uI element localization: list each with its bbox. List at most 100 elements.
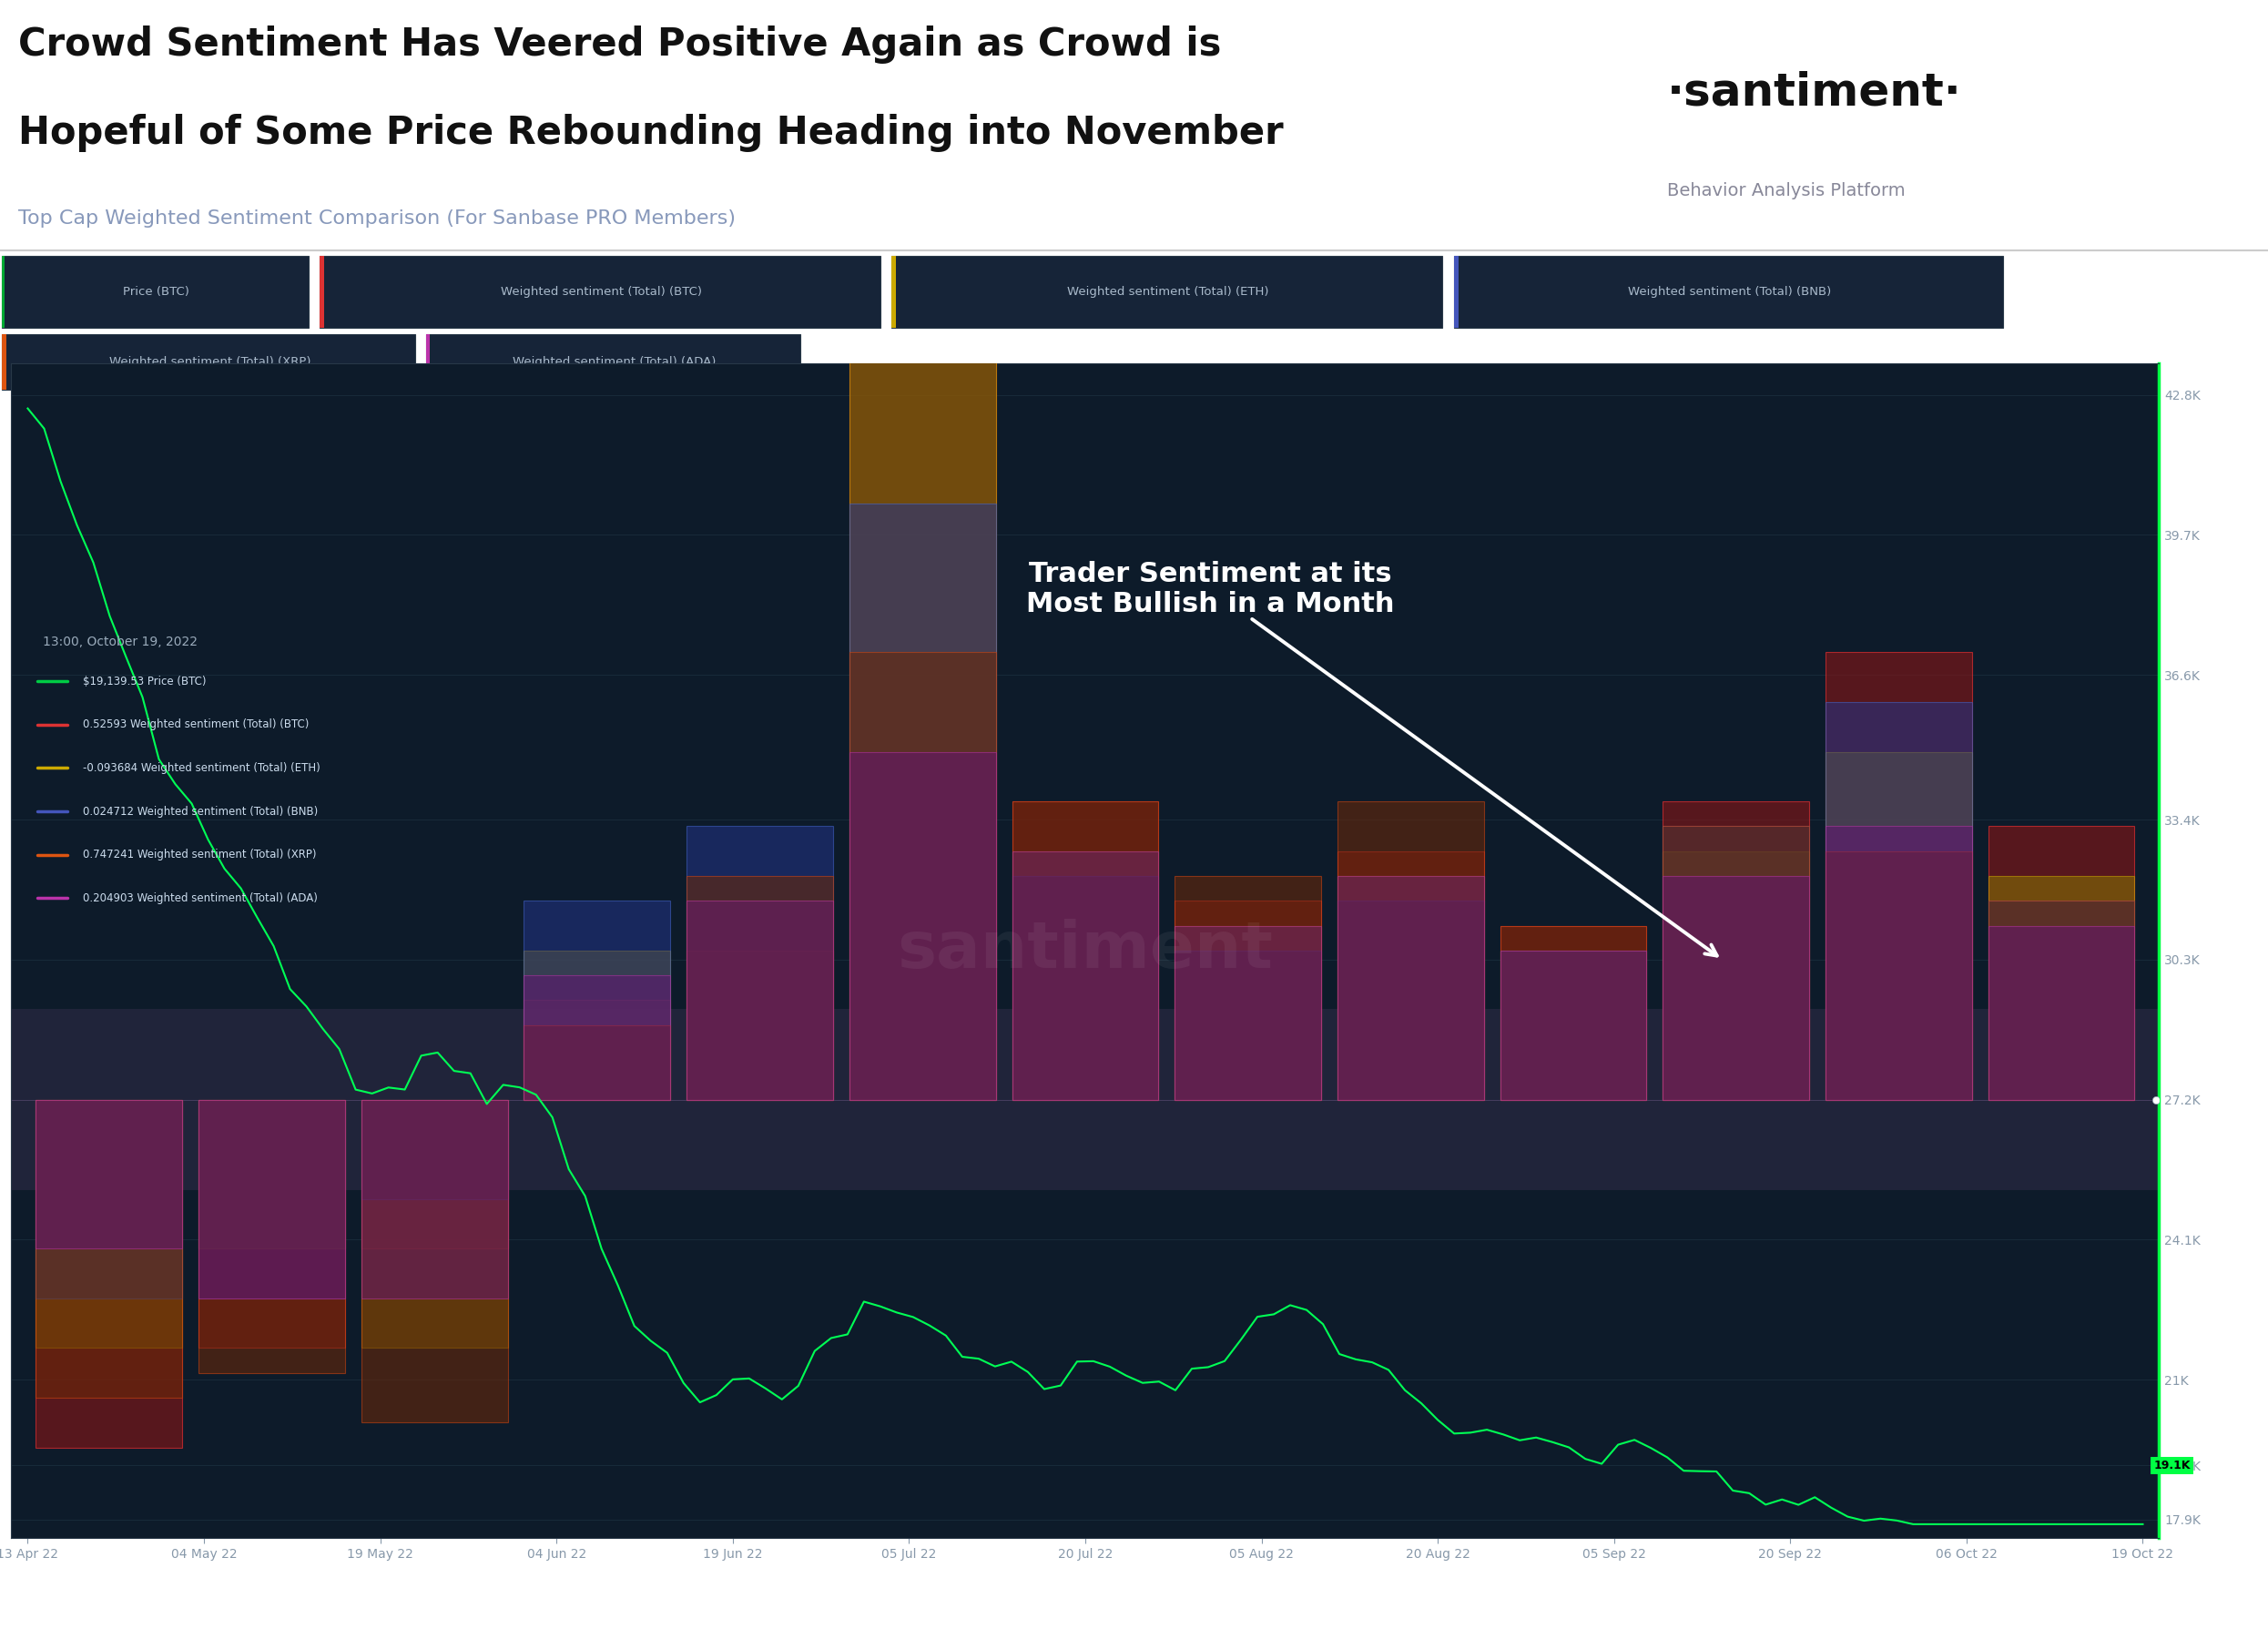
Bar: [848, 7, 996, 1100]
Text: 0.52593 Weighted sentiment (Total) (BTC): 0.52593 Weighted sentiment (Total) (BTC): [82, 718, 308, 730]
Bar: [361, 1100, 508, 1422]
Bar: [1662, 826, 1810, 1100]
Bar: [891, 256, 896, 327]
Bar: [320, 256, 324, 327]
Text: Price (BTC): Price (BTC): [122, 285, 191, 298]
Bar: [687, 901, 832, 1100]
Bar: [1012, 801, 1159, 1100]
Bar: [891, 256, 1442, 327]
Text: Behavior Analysis Platform: Behavior Analysis Platform: [1667, 182, 1905, 199]
Text: $19,139.53 Price (BTC): $19,139.53 Price (BTC): [82, 676, 206, 687]
Bar: [687, 901, 832, 1100]
Bar: [524, 901, 671, 1100]
Bar: [36, 1100, 181, 1249]
Bar: [1012, 850, 1159, 1100]
Bar: [361, 1100, 508, 1349]
Bar: [36, 1100, 181, 1298]
Bar: [200, 1100, 345, 1373]
Bar: [848, 652, 996, 1100]
Bar: [1338, 876, 1483, 1100]
Bar: [2, 334, 7, 389]
Bar: [1499, 950, 1647, 1100]
Bar: [2, 334, 415, 389]
Bar: [687, 950, 832, 1100]
Text: Crowd Sentiment Has Veered Positive Again as Crowd is: Crowd Sentiment Has Veered Positive Agai…: [18, 24, 1220, 64]
Bar: [1012, 876, 1159, 1100]
Bar: [1338, 850, 1483, 1100]
Bar: [2, 256, 308, 327]
Bar: [1826, 751, 1971, 1100]
Bar: [1989, 826, 2134, 1100]
Text: Weighted sentiment (Total) (ADA): Weighted sentiment (Total) (ADA): [513, 355, 717, 368]
Bar: [1989, 876, 2134, 1100]
Bar: [1989, 901, 2134, 1100]
Bar: [361, 1100, 508, 1249]
Bar: [36, 1100, 181, 1448]
Bar: [1454, 256, 2003, 327]
Bar: [1499, 950, 1647, 1100]
Bar: [361, 1100, 508, 1199]
Bar: [1662, 801, 1810, 1100]
Bar: [36, 1100, 181, 1349]
Bar: [1175, 925, 1322, 1100]
Text: Weighted sentiment (Total) (ETH): Weighted sentiment (Total) (ETH): [1068, 285, 1268, 298]
Bar: [1499, 925, 1647, 1100]
Bar: [848, 353, 996, 1100]
Bar: [1826, 702, 1971, 1100]
Bar: [848, 751, 996, 1100]
Bar: [1826, 850, 1971, 1100]
Bar: [1454, 256, 1458, 327]
Bar: [1499, 950, 1647, 1100]
Bar: [426, 334, 431, 389]
Text: Style: Line  ▾  |  Interval: Auto (4h)  ▾    Indicators: ▾    Show axis ☑   Pin : Style: Line ▾ | Interval: Auto (4h) ▾ In…: [27, 417, 828, 430]
Bar: [200, 1100, 345, 1298]
Text: Weighted sentiment (Total) (BNB): Weighted sentiment (Total) (BNB): [1628, 285, 1830, 298]
Bar: [426, 334, 801, 389]
Bar: [1175, 925, 1322, 1100]
Bar: [1662, 876, 1810, 1100]
Bar: [1662, 850, 1810, 1100]
Bar: [200, 1100, 345, 1298]
Bar: [1338, 801, 1483, 1100]
Bar: [1826, 652, 1971, 1100]
Bar: [11, 1010, 2159, 1189]
Text: Hopeful of Some Price Rebounding Heading into November: Hopeful of Some Price Rebounding Heading…: [18, 114, 1284, 151]
Text: Weighted sentiment (Total) (BTC): Weighted sentiment (Total) (BTC): [501, 285, 701, 298]
Bar: [1338, 876, 1483, 1100]
Bar: [1175, 950, 1322, 1100]
Bar: [1175, 901, 1322, 1100]
Text: 0.747241 Weighted sentiment (Total) (XRP): 0.747241 Weighted sentiment (Total) (XRP…: [82, 849, 315, 860]
Text: -0.093684 Weighted sentiment (Total) (ETH): -0.093684 Weighted sentiment (Total) (ET…: [82, 762, 320, 774]
Bar: [361, 1100, 508, 1298]
Bar: [1662, 826, 1810, 1100]
Bar: [524, 1025, 671, 1100]
Bar: [1175, 876, 1322, 1100]
Bar: [687, 876, 832, 1100]
Text: ·santiment·: ·santiment·: [1667, 70, 1962, 114]
Bar: [524, 950, 671, 1100]
Text: Weighted sentiment (Total) (XRP): Weighted sentiment (Total) (XRP): [109, 355, 311, 368]
Bar: [1826, 826, 1971, 1100]
Bar: [200, 1100, 345, 1349]
Bar: [1338, 901, 1483, 1100]
Bar: [1989, 901, 2134, 1100]
Text: Trader Sentiment at its
Most Bullish in a Month: Trader Sentiment at its Most Bullish in …: [1027, 560, 1717, 956]
Bar: [1989, 925, 2134, 1100]
Bar: [524, 976, 671, 1100]
Text: 0.204903 Weighted sentiment (Total) (ADA): 0.204903 Weighted sentiment (Total) (ADA…: [82, 893, 318, 904]
Text: santiment: santiment: [898, 919, 1272, 982]
Bar: [848, 503, 996, 1100]
Bar: [1012, 801, 1159, 1100]
Bar: [36, 1100, 181, 1398]
Bar: [524, 1000, 671, 1100]
Text: 19.1K: 19.1K: [2155, 1460, 2191, 1471]
Text: Top Cap Weighted Sentiment Comparison (For Sanbase PRO Members): Top Cap Weighted Sentiment Comparison (F…: [18, 210, 735, 228]
Text: 0.024712 Weighted sentiment (Total) (BNB): 0.024712 Weighted sentiment (Total) (BNB…: [82, 805, 318, 818]
Bar: [200, 1100, 345, 1249]
Bar: [2, 256, 5, 327]
Bar: [1499, 925, 1647, 1100]
Text: 13:00, October 19, 2022: 13:00, October 19, 2022: [43, 635, 197, 648]
Bar: [687, 826, 832, 1100]
Bar: [320, 256, 880, 327]
Bar: [1012, 850, 1159, 1100]
